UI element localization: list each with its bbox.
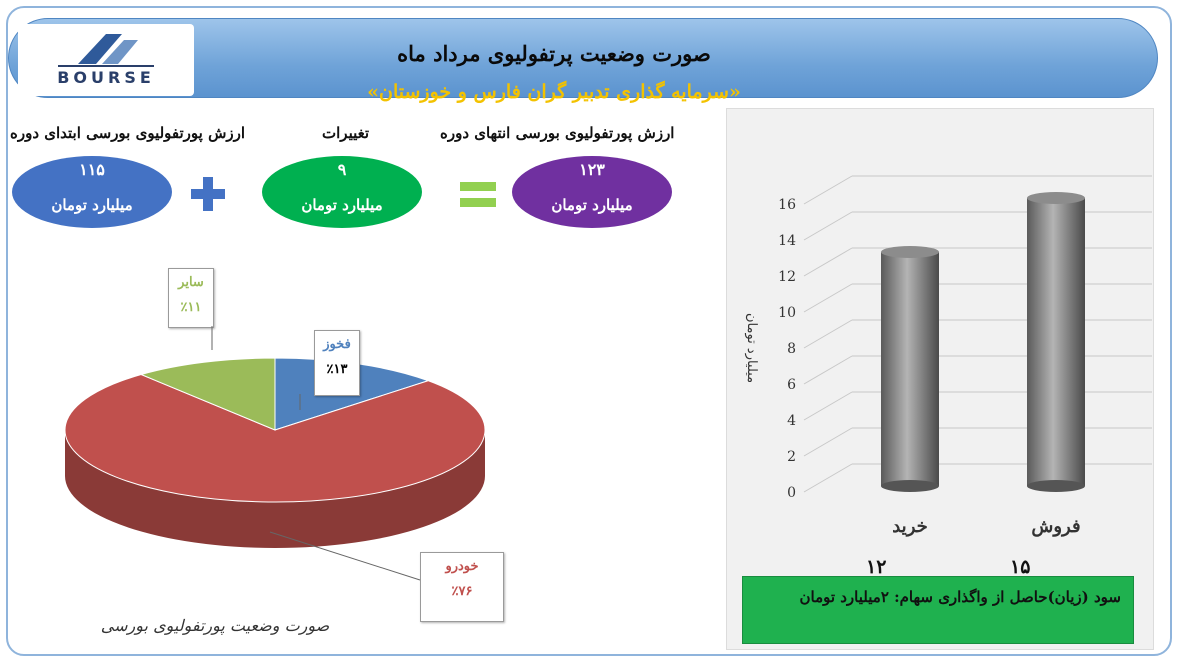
slice-percent-khodro: ٪۷۶ [451, 584, 473, 599]
y-tick-2: 4 [787, 413, 796, 429]
grid-diag-5 [803, 283, 853, 313]
end-unit: میلیارد تومان [551, 196, 633, 214]
bourse-logo: BOURSE [18, 24, 194, 96]
change-oval: ۹ میلیارد تومان [262, 156, 422, 228]
equals-icon [460, 182, 496, 207]
pie-slice-0 [64, 373, 486, 503]
header-banner: صورت وضعیت پرتفولیوی مرداد ماه «سرمایه گ… [8, 18, 1158, 103]
slice-percent-other: ٪۱۱ [180, 300, 202, 315]
bar-base-1 [1027, 480, 1085, 492]
grid-diag-3 [803, 355, 853, 385]
callout-other: سایر ٪۱۱ [168, 268, 214, 328]
bar-cap-1 [1027, 192, 1085, 204]
bar-0 [881, 252, 939, 486]
y-axis-label: میلیارد تومان [744, 313, 759, 383]
start-value-label: ارزش پورتفولیوی بورسی ابتدای دوره [10, 124, 246, 142]
plus-icon [191, 177, 225, 211]
y-tick-8: 16 [778, 197, 796, 213]
page-title: صورت وضعیت پرتفولیوی مرداد ماه [397, 41, 711, 66]
start-unit: میلیارد تومان [51, 196, 133, 214]
y-tick-6: 12 [778, 269, 796, 285]
grid-diag-2 [803, 391, 853, 421]
grid-diag-0 [803, 463, 853, 493]
grid-diag-7 [803, 211, 853, 241]
pie-caption: صورت وضعیت پورتفولیوی بورسی [100, 616, 330, 635]
grid-diag-8 [803, 175, 853, 205]
y-tick-0: 0 [787, 485, 796, 501]
pie-side-0 [65, 430, 485, 548]
y-tick-4: 8 [787, 341, 796, 357]
bar-value-sell: ۱۵ [1010, 556, 1031, 578]
end-value: ۱۲۳ [579, 160, 605, 179]
end-value-oval: ۱۲۳ میلیارد تومان [512, 156, 672, 228]
profit-note: سود (زیان)حاصل از واگذاری سهام: ۲میلیارد… [742, 576, 1134, 644]
end-value-label: ارزش پورتفولیوی بورسی انتهای دوره [440, 124, 675, 142]
logo-mark [58, 34, 154, 67]
pie-slice-2 [139, 357, 276, 431]
y-tick-1: 2 [787, 449, 796, 465]
logo-text: BOURSE [57, 68, 155, 87]
slice-label-fakhuz: فخوز [323, 337, 351, 352]
grid-diag-1 [803, 427, 853, 457]
grid-diag-4 [803, 319, 853, 349]
slice-label-other: سایر [178, 275, 204, 290]
y-tick-7: 14 [778, 233, 796, 249]
slice-percent-fakhuz: ٪۱۳ [326, 362, 348, 377]
start-value: ۱۱۵ [79, 160, 105, 179]
bar-base-0 [881, 480, 939, 492]
page-subtitle: «سرمایه گذاری تدبیر گران فارس و خوزستان» [367, 81, 741, 103]
trade-bar-chart: 0 2 4 6 8 10 12 14 16 میلیارد تومان خرید فروش [744, 175, 1152, 537]
change-label: تغییرات [322, 124, 370, 142]
grid-diag-6 [803, 247, 853, 277]
x-tick-1: فروش [1031, 516, 1080, 537]
callout-fakhuz: فخوز ٪۱۳ [314, 330, 360, 396]
y-tick-5: 10 [778, 305, 796, 321]
slice-label-khodro: خودرو [445, 559, 479, 574]
y-tick-3: 6 [787, 377, 796, 393]
x-tick-0: خرید [892, 516, 928, 537]
bar-1 [1027, 198, 1085, 486]
callout-khodro: خودرو ٪۷۶ [420, 552, 504, 622]
bar-value-buy: ۱۲ [866, 556, 887, 578]
start-value-oval: ۱۱۵ میلیارد تومان [12, 156, 172, 228]
change-unit: میلیارد تومان [301, 196, 383, 214]
change-value: ۹ [337, 160, 347, 179]
bar-cap-0 [881, 246, 939, 258]
